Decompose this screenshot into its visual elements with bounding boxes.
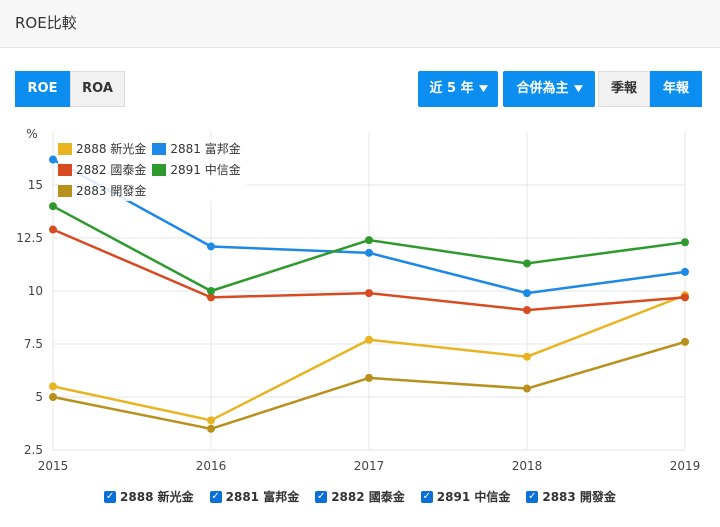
tab-quarterly[interactable]: 季報 xyxy=(598,71,650,107)
legend-item[interactable]: 2891 中信金 xyxy=(152,161,241,178)
y-tick-label: 15 xyxy=(28,178,43,192)
series-toggle-bar: ✓ 2888 新光金 ✓ 2881 富邦金 ✓ 2882 國泰金 ✓ 2891 … xyxy=(0,488,720,505)
checkbox-checked-icon[interactable]: ✓ xyxy=(526,490,539,503)
legend-item[interactable]: 2881 富邦金 xyxy=(152,140,241,157)
legend-item[interactable]: 2883 開發金 xyxy=(58,182,146,199)
data-point xyxy=(681,267,689,276)
legend-label: 2888 新光金 xyxy=(76,142,147,156)
legend-item[interactable]: 2888 新光金 xyxy=(58,140,146,157)
data-point xyxy=(207,424,215,433)
data-point xyxy=(207,293,215,302)
legend-swatch xyxy=(58,142,72,155)
y-tick-label: 5 xyxy=(35,390,43,404)
legend-label: 2881 富邦金 xyxy=(170,142,241,156)
series-toggle-label: 2888 新光金 xyxy=(120,490,194,504)
data-point xyxy=(365,236,373,245)
tab-annual[interactable]: 年報 xyxy=(650,71,702,107)
data-point xyxy=(49,393,57,401)
data-point xyxy=(49,382,57,391)
x-tick-label: 2017 xyxy=(354,459,385,473)
series-toggle-label: 2883 開發金 xyxy=(542,490,616,504)
basis-dropdown-label: 合併為主 xyxy=(516,81,569,96)
series-toggle-label: 2881 富邦金 xyxy=(225,490,300,504)
chart-legend: 2888 新光金 2881 富邦金 2882 國泰金 2891 中信金 2883… xyxy=(58,138,247,201)
data-point xyxy=(681,238,689,247)
series-toggle-2882[interactable]: ✓ 2882 國泰金 xyxy=(315,488,405,505)
data-point xyxy=(365,335,373,344)
data-point xyxy=(365,373,373,382)
series-toggle-2883[interactable]: ✓ 2883 開發金 xyxy=(526,488,616,505)
checkbox-checked-icon[interactable]: ✓ xyxy=(209,490,222,503)
x-tick-label: 2015 xyxy=(38,459,69,473)
y-tick-label: 10 xyxy=(28,284,43,298)
y-tick-label: 7.5 xyxy=(24,337,43,351)
x-tick-label: 2016 xyxy=(196,459,227,473)
legend-label: 2883 開發金 xyxy=(76,184,147,198)
checkbox-checked-icon[interactable]: ✓ xyxy=(315,490,328,503)
y-tick-label: 2.5 xyxy=(24,443,43,457)
page-title: ROE比較 xyxy=(15,14,77,32)
data-point xyxy=(207,287,215,295)
legend-swatch xyxy=(152,142,167,155)
tab-roa[interactable]: ROA xyxy=(70,71,125,107)
data-point xyxy=(523,352,531,361)
page-header: ROE比較 xyxy=(0,0,720,48)
legend-swatch xyxy=(58,184,72,197)
legend-label: 2882 國泰金 xyxy=(76,163,147,177)
data-point xyxy=(523,384,531,393)
basis-dropdown-wrap: 合併為主 ▼ xyxy=(503,71,595,107)
series-toggle-2891[interactable]: ✓ 2891 中信金 xyxy=(420,488,511,505)
x-tick-label: 2018 xyxy=(512,459,543,473)
roe-line-chart: 2.5 5 7.5 10 12.5 15 2015 2016 2017 2018 2019% xyxy=(16,127,701,473)
chevron-down-icon: ▼ xyxy=(573,84,583,94)
data-point xyxy=(523,259,531,268)
series-toggle-label: 2882 國泰金 xyxy=(331,490,405,504)
y-axis-unit: % xyxy=(26,127,37,141)
data-point xyxy=(365,248,373,257)
tab-roe[interactable]: ROE xyxy=(15,71,70,107)
metric-tab-group: ROE ROA xyxy=(15,71,125,107)
series-toggle-2881[interactable]: ✓ 2881 富邦金 xyxy=(209,488,300,505)
series-toggle-2888[interactable]: ✓ 2888 新光金 xyxy=(104,488,194,505)
freq-tab-group: 季報 年報 xyxy=(598,71,702,107)
data-point xyxy=(365,289,373,298)
chevron-down-icon: ▼ xyxy=(478,84,488,94)
legend-swatch xyxy=(58,163,72,176)
data-point xyxy=(681,293,689,302)
checkbox-checked-icon[interactable]: ✓ xyxy=(104,490,117,503)
legend-swatch xyxy=(152,163,167,176)
data-point xyxy=(207,416,215,425)
period-dropdown-label: 近 5 年 xyxy=(429,81,474,96)
period-dropdown[interactable]: 近 5 年 ▼ xyxy=(418,71,498,107)
legend-label: 2891 中信金 xyxy=(170,163,241,177)
data-point xyxy=(49,155,57,164)
data-point xyxy=(681,337,689,346)
data-point xyxy=(523,306,531,315)
data-point xyxy=(207,242,215,251)
data-point xyxy=(49,202,57,211)
data-point xyxy=(523,289,531,298)
y-tick-label: 12.5 xyxy=(16,231,43,245)
period-dropdown-wrap: 近 5 年 ▼ xyxy=(418,71,498,107)
basis-dropdown[interactable]: 合併為主 ▼ xyxy=(503,71,595,107)
data-point xyxy=(49,225,57,234)
series-toggle-label: 2891 中信金 xyxy=(436,490,511,504)
x-tick-label: 2019 xyxy=(670,459,701,473)
legend-item[interactable]: 2882 國泰金 xyxy=(58,161,146,178)
checkbox-checked-icon[interactable]: ✓ xyxy=(420,490,433,503)
